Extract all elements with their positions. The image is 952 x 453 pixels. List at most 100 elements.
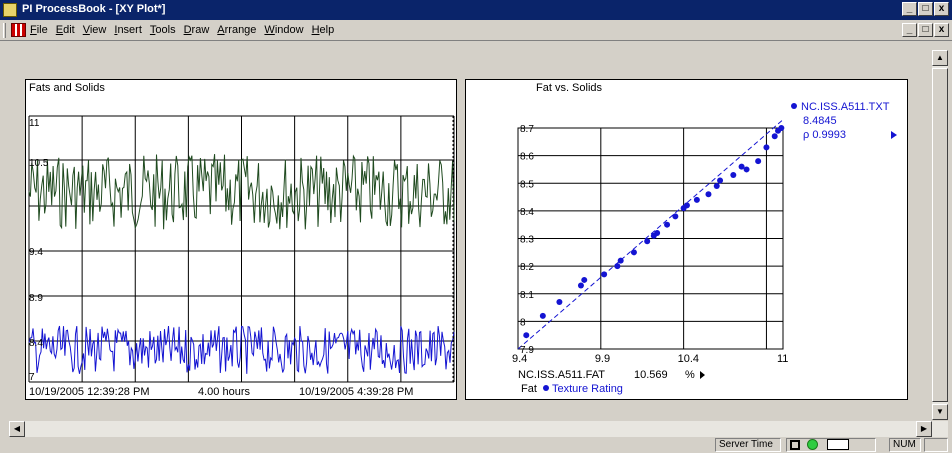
trend-ytick-9-4: 9.4 <box>29 247 43 258</box>
trend-ytick-11: 11 <box>29 118 40 129</box>
menu-view[interactable]: View <box>82 24 107 36</box>
xy-data-point <box>693 196 700 203</box>
xy-regression-line <box>517 119 784 350</box>
xy-data-point <box>705 191 712 198</box>
menu-arrange[interactable]: Arrange <box>217 24 257 36</box>
doc-minimize-button[interactable]: _ <box>902 23 917 37</box>
xy-data-point <box>683 202 690 209</box>
xy-data-point <box>743 166 750 173</box>
xy-ytick-label: 8.6 <box>520 152 534 163</box>
x-series-name: NC.ISS.A511.FAT <box>518 369 605 381</box>
xy-x-ticks: 9.4 9.9 10.4 11 <box>512 353 788 365</box>
x-series-unit: % <box>685 369 695 381</box>
trend-time-end: 10/19/2005 4:39:28 PM <box>299 386 413 398</box>
doc-close-button[interactable]: x <box>934 23 949 37</box>
scroll-left-button[interactable]: ◀ <box>9 421 25 437</box>
xy-data-point <box>763 144 770 151</box>
legend-series-name: Texture Rating <box>552 383 623 395</box>
xy-ytick-label: 8.1 <box>520 290 534 301</box>
menu-window[interactable]: Window <box>264 24 304 36</box>
xy-data-point <box>630 249 637 256</box>
xy-data-point <box>717 177 724 184</box>
xy-ytick-label: 8.3 <box>520 235 534 246</box>
xy-ytick-label: 8.2 <box>520 262 534 273</box>
xy-xtick-label: 9.9 <box>595 353 610 365</box>
y-series-arrow-icon <box>891 131 897 139</box>
y-series-name: NC.ISS.A511.TXT <box>801 101 890 113</box>
trend-upper-line <box>28 154 455 230</box>
xy-data-point <box>523 332 530 339</box>
xy-data-point <box>556 299 563 306</box>
xy-data-point <box>730 171 737 178</box>
xy-data-point <box>601 271 608 278</box>
xy-ytick-label: 8.7 <box>520 124 534 135</box>
xy-data-point <box>713 183 720 190</box>
trend-panel[interactable]: Fats and Solids 11 10.5 9.4 8.9 8.4 7 10… <box>25 79 457 400</box>
trend-ytick-10-5: 10.5 <box>29 158 49 169</box>
num-lock-indicator: NUM <box>889 438 921 452</box>
correlation-rho: ρ 0.9993 <box>803 129 846 141</box>
xy-xtick-label: 10.4 <box>678 353 699 365</box>
y-series-legend-dot <box>791 103 797 109</box>
trend-ytick-8-9: 8.9 <box>29 293 43 304</box>
xy-plot-panel[interactable]: Fat vs. Solids 8.7 8.6 8.5 8.4 8.3 8.2 8.1 8 7.9… <box>465 79 908 400</box>
xy-data-point <box>581 276 588 283</box>
horizontal-scrollbar[interactable]: ◀ ▶ <box>9 421 948 437</box>
menu-file[interactable]: File <box>30 24 48 36</box>
minimize-button[interactable]: _ <box>902 2 917 16</box>
xy-xtick-label: 11 <box>777 353 788 365</box>
document-icon[interactable] <box>11 23 26 37</box>
trend-title: Fats and Solids <box>29 82 105 94</box>
xy-data-point <box>738 163 745 170</box>
xy-data-point <box>664 221 671 228</box>
status-empty-cell <box>924 438 948 452</box>
window-title: PI ProcessBook - [XY Plot*] <box>22 3 166 15</box>
xy-y-ticks: 8.7 8.6 8.5 8.4 8.3 8.2 8.1 8 7.9 <box>520 124 534 356</box>
server-time-label: Server Time <box>715 438 781 452</box>
maximize-button[interactable]: □ <box>918 2 933 16</box>
xy-data-point <box>644 238 651 245</box>
legend-series-dot <box>543 385 549 391</box>
server-icon <box>827 439 849 450</box>
menu-draw[interactable]: Draw <box>183 24 210 36</box>
x-series-arrow-icon <box>700 371 705 379</box>
xy-ytick-label: 8.4 <box>520 207 534 218</box>
xy-data-point <box>672 213 679 220</box>
menu-edit[interactable]: Edit <box>55 24 75 36</box>
xy-data-point <box>577 282 584 289</box>
connection-ok-icon <box>807 439 818 450</box>
clock-icon <box>790 440 800 450</box>
scroll-up-button[interactable]: ▲ <box>932 50 948 66</box>
xy-data-point <box>614 263 621 270</box>
title-bar: PI ProcessBook - [XY Plot*] _ □ x <box>0 0 952 20</box>
status-bar: Server Time NUM <box>0 437 952 453</box>
xy-data-point <box>654 229 661 236</box>
doc-restore-button[interactable]: □ <box>918 23 933 37</box>
trend-ytick-8-4: 8.4 <box>29 338 43 349</box>
vertical-scrollbar[interactable]: ▲ ▼ <box>932 50 948 420</box>
legend-fat-label: Fat <box>521 383 537 395</box>
trend-time-start: 10/19/2005 12:39:28 PM <box>29 386 149 398</box>
y-series-value: 8.4845 <box>803 115 837 127</box>
scroll-thumb[interactable] <box>932 68 948 402</box>
processbook-app-icon <box>3 3 17 17</box>
close-button[interactable]: x <box>934 2 949 16</box>
trend-plot[interactable]: 11 10.5 9.4 8.9 8.4 7 10/19/2005 12:39:2… <box>26 80 456 399</box>
xy-data-point <box>617 257 624 264</box>
status-icons-cell <box>786 438 876 452</box>
menu-bar: File Edit View Insert Tools Draw Arrange… <box>0 20 952 41</box>
scroll-right-button[interactable]: ▶ <box>916 421 932 437</box>
xy-plot[interactable]: 8.7 8.6 8.5 8.4 8.3 8.2 8.1 8 7.9 9.4 9.9 10.4 11 N… <box>466 80 907 399</box>
menu-insert[interactable]: Insert <box>114 24 142 36</box>
xy-ytick-label: 8 <box>520 317 526 328</box>
xy-ytick-label: 8.5 <box>520 179 534 190</box>
menu-help[interactable]: Help <box>311 24 335 36</box>
xy-data-point <box>771 133 778 140</box>
toolbar-grip[interactable] <box>3 23 6 38</box>
scroll-down-button[interactable]: ▼ <box>932 404 948 420</box>
trend-gridlines <box>28 115 455 383</box>
trend-time-span: 4.00 hours <box>198 386 250 398</box>
xy-xtick-label: 9.4 <box>512 353 527 365</box>
menu-tools[interactable]: Tools <box>149 24 176 36</box>
trend-lower-line <box>28 325 455 374</box>
